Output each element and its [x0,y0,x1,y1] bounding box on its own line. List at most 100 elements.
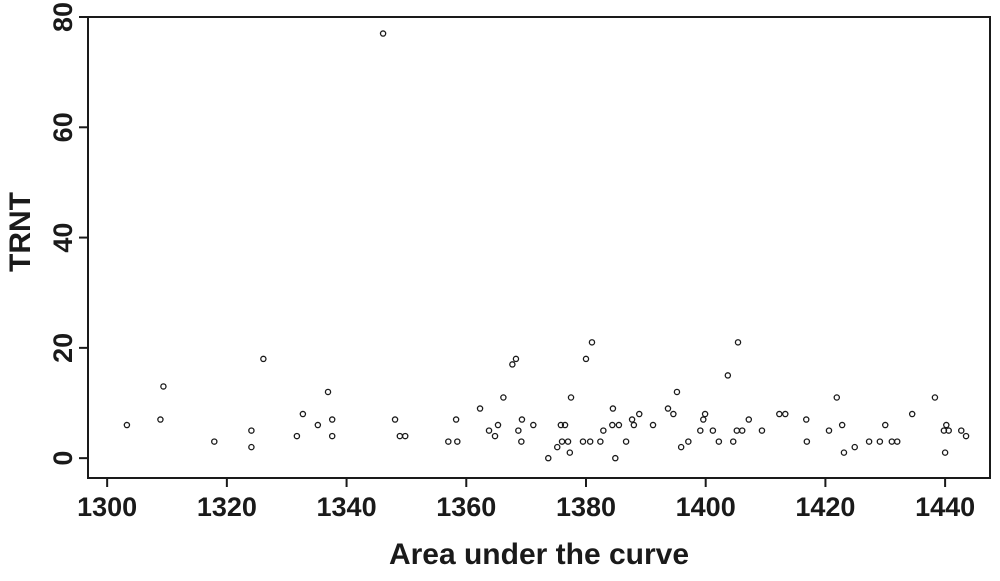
point [491,432,499,440]
point [701,410,709,418]
point [454,438,461,445]
point [561,421,569,429]
point [211,438,218,445]
point [476,405,484,412]
point [636,410,643,418]
point [586,438,594,445]
point [328,416,336,423]
point [157,416,164,423]
x-tick-label: 1360 [436,492,496,522]
point [485,427,493,434]
point [733,427,741,434]
point [888,438,896,445]
point [248,443,255,451]
point [685,438,692,445]
point [612,454,619,462]
point [893,438,901,445]
y-tick-label: 80 [48,2,78,32]
point [452,416,460,423]
point [554,443,561,451]
point [588,339,596,346]
point [724,372,732,379]
point [558,438,566,445]
y-tick-label: 60 [48,112,78,142]
point [597,438,604,445]
point [622,438,630,445]
point [518,438,525,445]
x-tick-label: 1300 [77,492,137,522]
point [609,405,617,412]
point [697,427,704,434]
point [649,421,657,429]
point [782,410,789,418]
point [567,394,575,401]
point [838,421,846,429]
point [512,355,520,363]
point [700,416,707,423]
point [123,421,131,429]
point [314,421,322,429]
point [945,427,952,434]
point [299,410,307,418]
point [876,438,884,445]
point [494,421,502,429]
x-tick-label: 1340 [317,492,377,522]
x-tick-label: 1380 [556,492,616,522]
point [833,394,841,401]
point [758,427,766,434]
x-axis-title: Area under the curve [389,538,689,571]
point [564,438,572,445]
point [500,394,507,401]
y-tick-label: 0 [48,451,78,466]
point [709,427,717,434]
point [579,438,587,445]
point [628,416,636,423]
point [677,443,685,451]
point [518,416,526,423]
point [941,449,949,456]
point [664,405,672,412]
point [545,454,552,462]
point [745,416,753,423]
point [379,30,387,37]
point [962,432,970,440]
point [445,438,452,445]
y-tick-label: 20 [48,333,78,363]
point [865,438,873,445]
point [840,449,848,456]
point [803,438,811,445]
point [729,438,737,445]
point [734,339,742,346]
point [248,427,255,434]
point [260,355,267,363]
point [515,427,522,434]
point [582,355,590,363]
point [160,383,167,390]
point [324,388,332,396]
point [630,421,638,429]
point [908,410,916,418]
point [609,421,616,429]
point [851,443,858,451]
plot-frame [87,16,991,479]
point [882,421,889,429]
x-tick-label: 1440 [915,492,975,522]
x-tick-label: 1400 [676,492,736,522]
point [615,421,623,429]
point [401,432,409,440]
point [391,416,399,423]
point [293,432,301,440]
x-tick-label: 1320 [197,492,257,522]
y-axis-title: TRNT [4,192,37,272]
point [557,421,565,429]
point [776,410,783,418]
point [738,427,746,434]
point [802,416,810,423]
point [600,427,607,434]
point [509,361,516,368]
point [328,432,336,440]
x-tick-label: 1420 [795,492,855,522]
point [943,421,950,429]
y-tick-label: 40 [48,223,78,253]
